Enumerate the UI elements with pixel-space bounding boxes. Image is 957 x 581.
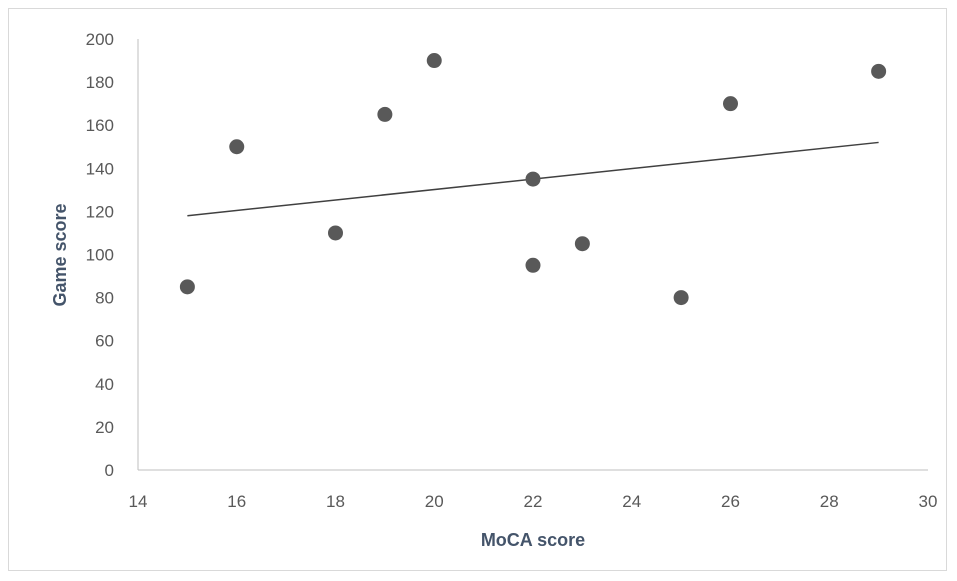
x-tick-label: 18 — [326, 492, 345, 511]
y-tick-label: 20 — [95, 418, 114, 437]
x-tick-label: 26 — [721, 492, 740, 511]
chart-frame — [8, 8, 947, 571]
y-tick-label: 120 — [86, 202, 114, 221]
y-tick-label: 60 — [95, 332, 114, 351]
y-tick-label: 180 — [86, 73, 114, 92]
y-tick-labels: 0 20 40 60 80 100 120 140 160 180 200 — [86, 30, 114, 480]
data-point — [673, 290, 689, 306]
x-tick-label: 16 — [227, 492, 246, 511]
y-tick-label: 160 — [86, 116, 114, 135]
x-tick-label: 14 — [129, 492, 148, 511]
data-point — [426, 53, 442, 69]
y-tick-label: 40 — [95, 375, 114, 394]
y-axis-title: Game score — [50, 203, 70, 306]
data-point — [525, 171, 541, 187]
data-point — [377, 106, 393, 122]
y-tick-label: 80 — [95, 289, 114, 308]
x-tick-label: 22 — [524, 492, 543, 511]
data-point — [525, 257, 541, 273]
x-tick-label: 24 — [622, 492, 641, 511]
x-axis-title: MoCA score — [481, 530, 585, 550]
x-tick-label: 20 — [425, 492, 444, 511]
x-tick-label: 30 — [919, 492, 938, 511]
x-tick-label: 28 — [820, 492, 839, 511]
data-point — [871, 63, 887, 79]
x-tick-labels: 14 16 18 20 22 24 26 28 30 — [129, 492, 938, 511]
y-tick-label: 0 — [105, 461, 114, 480]
data-point — [179, 279, 195, 295]
y-tick-label: 140 — [86, 159, 114, 178]
data-point — [574, 236, 590, 252]
data-point — [328, 225, 343, 241]
y-tick-label: 200 — [86, 30, 114, 49]
data-point — [723, 96, 738, 112]
data-points — [179, 53, 887, 306]
data-point — [229, 139, 245, 155]
y-tick-label: 100 — [86, 246, 114, 265]
